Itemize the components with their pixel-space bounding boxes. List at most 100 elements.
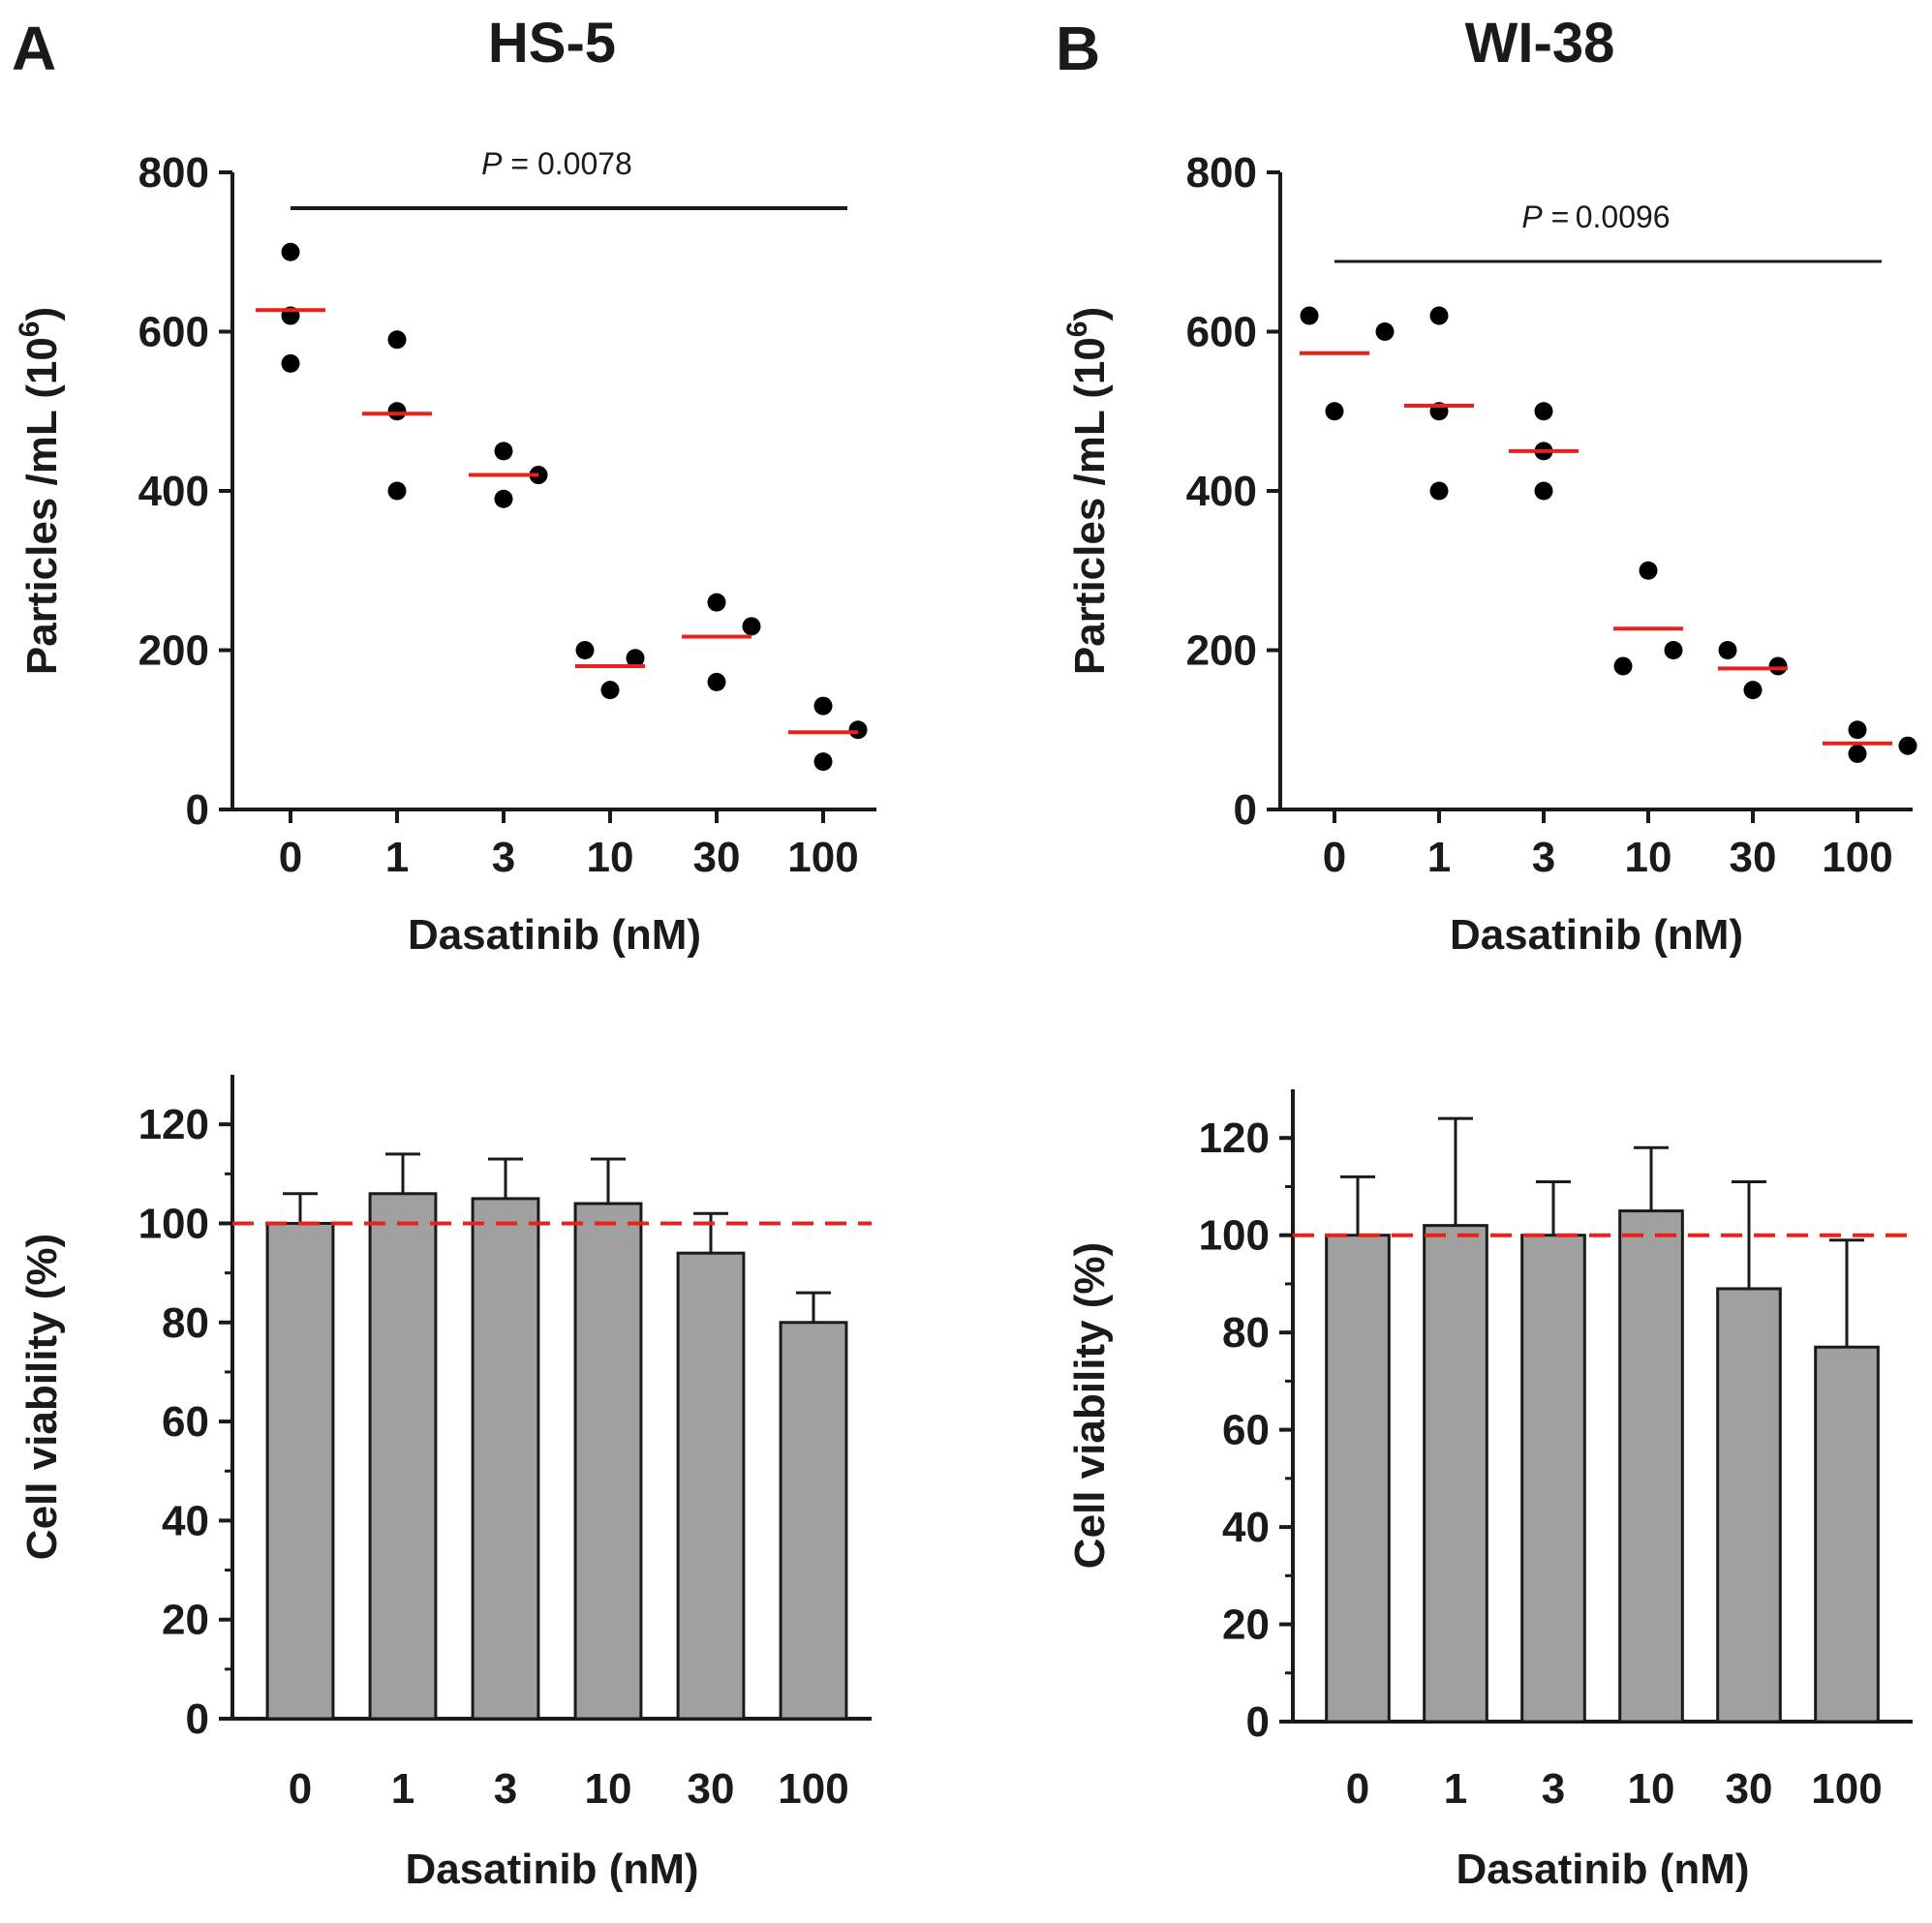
x-tick-label: 100 <box>1822 834 1892 881</box>
x-axis-label: Dasatinib (nM) <box>1450 911 1743 959</box>
data-point <box>1898 736 1917 755</box>
p-symbol: P <box>1521 199 1543 234</box>
x-tick-label: 10 <box>585 1765 632 1813</box>
y-tick-label: 120 <box>138 1101 209 1148</box>
x-tick-label: 1 <box>385 834 409 881</box>
y-tick-label: 800 <box>138 149 209 197</box>
data-point <box>1639 561 1658 580</box>
x-tick-label: 0 <box>289 1765 312 1813</box>
y-tick-label: 40 <box>162 1497 209 1544</box>
y-axis-label: Cell viability (%) <box>1066 1242 1114 1569</box>
panel-a-letter: A <box>12 14 56 83</box>
y-tick-label: 100 <box>1199 1212 1270 1260</box>
p-value-text: = 0.0078 <box>503 146 632 181</box>
data-point <box>813 696 833 716</box>
bar <box>471 1197 540 1721</box>
x-tick-label: 1 <box>391 1765 414 1813</box>
y-tick-label: 0 <box>186 786 209 834</box>
y-tick-label: 20 <box>1222 1602 1270 1649</box>
x-tick-label: 0 <box>1346 1765 1369 1813</box>
y-axis-label-end: ) <box>18 307 66 321</box>
data-point <box>1743 681 1763 700</box>
x-tick-label: 100 <box>787 834 858 881</box>
data-point <box>813 752 833 772</box>
data-point <box>707 593 726 612</box>
data-point <box>1429 306 1449 325</box>
x-axis-label: Dasatinib (nM) <box>405 1846 698 1893</box>
panel-b-title: WI-38 <box>1465 12 1615 75</box>
y-tick-label: 0 <box>1246 1698 1270 1746</box>
x-tick-label: 10 <box>1628 1765 1675 1813</box>
data-point <box>575 641 595 659</box>
y-tick-label: 60 <box>1222 1407 1270 1454</box>
x-axis-label: Dasatinib (nM) <box>408 911 701 959</box>
bar <box>1520 1234 1586 1724</box>
bar <box>1423 1224 1488 1724</box>
panel-a-title: HS-5 <box>488 12 616 75</box>
y-tick-label: 0 <box>1234 786 1257 834</box>
data-point <box>1664 641 1683 659</box>
data-point <box>848 720 868 740</box>
x-tick-label: 30 <box>693 834 741 881</box>
x-tick-label: 3 <box>494 1765 517 1813</box>
y-tick-label: 600 <box>1186 309 1257 356</box>
bar <box>779 1321 848 1721</box>
y-axis-label: Cell viability (%) <box>18 1234 66 1560</box>
data-point <box>626 649 645 668</box>
x-tick-label: 30 <box>1726 1765 1773 1813</box>
data-point <box>1768 656 1788 676</box>
y-tick-label: 60 <box>162 1398 209 1446</box>
y-tick-label: 100 <box>138 1200 209 1247</box>
data-point <box>494 442 513 461</box>
x-tick-label: 3 <box>1542 1765 1565 1813</box>
chart-wi38-particles: 0 200 400 600 800 0 1 3 10 30 100 Dasatinib (nM) Par… <box>1061 149 1917 959</box>
y-tick-label: 600 <box>138 309 209 356</box>
bar <box>368 1192 438 1721</box>
y-tick-label: 0 <box>186 1695 209 1743</box>
data-point <box>600 681 620 700</box>
y-axis-label-end: ) <box>1066 307 1114 321</box>
x-tick-label: 1 <box>1427 834 1451 881</box>
bar <box>1325 1234 1391 1724</box>
y-axis-label: Particles /mL (106) <box>1061 307 1114 675</box>
y-axis-label-main: Particles /mL (10 <box>18 337 66 675</box>
data-point <box>1429 481 1449 501</box>
x-tick-label: 30 <box>1730 834 1777 881</box>
y-tick-label: 80 <box>162 1299 209 1347</box>
data-point <box>1325 402 1344 421</box>
p-value-text: = 0.0096 <box>1543 199 1671 234</box>
chart-wi38-viability: 0 20 40 60 80 100 120 0 1 3 10 30 100 Dasatinib (nM) C… <box>1066 1089 1913 1893</box>
bar <box>1618 1209 1684 1724</box>
data-point <box>281 242 300 261</box>
data-point <box>387 481 407 501</box>
chart-hs5-viability: 0 20 40 60 80 100 120 0 1 3 10 30 100 Dasatinib (nM) C… <box>18 1075 872 1893</box>
bar <box>1716 1287 1782 1724</box>
x-tick-label: 10 <box>587 834 634 881</box>
data-point <box>1613 656 1633 676</box>
bar <box>1814 1345 1880 1724</box>
y-tick-label: 40 <box>1222 1504 1270 1551</box>
y-tick-label: 120 <box>1199 1114 1270 1162</box>
y-axis-label-superscript: 6 <box>14 321 46 338</box>
data-point <box>1718 641 1737 659</box>
panel-b-letter: B <box>1056 14 1100 83</box>
x-tick-label: 10 <box>1625 834 1672 881</box>
x-tick-label: 100 <box>1811 1765 1882 1813</box>
y-axis-label: Particles /mL (106) <box>14 307 66 675</box>
data-point <box>1300 306 1319 325</box>
y-tick-label: 400 <box>1186 468 1257 515</box>
bar <box>265 1221 335 1721</box>
data-point <box>281 353 300 373</box>
y-tick-label: 80 <box>1222 1309 1270 1357</box>
data-point <box>1375 322 1395 341</box>
y-tick-label: 800 <box>1186 149 1257 197</box>
y-tick-label: 400 <box>138 468 209 515</box>
x-tick-label: 3 <box>492 834 515 881</box>
data-point <box>707 672 726 691</box>
x-tick-label: 3 <box>1532 834 1555 881</box>
data-point <box>1848 720 1867 740</box>
x-tick-label: 1 <box>1444 1765 1467 1813</box>
y-axis-label-superscript: 6 <box>1061 321 1093 338</box>
p-symbol: P <box>481 146 503 181</box>
